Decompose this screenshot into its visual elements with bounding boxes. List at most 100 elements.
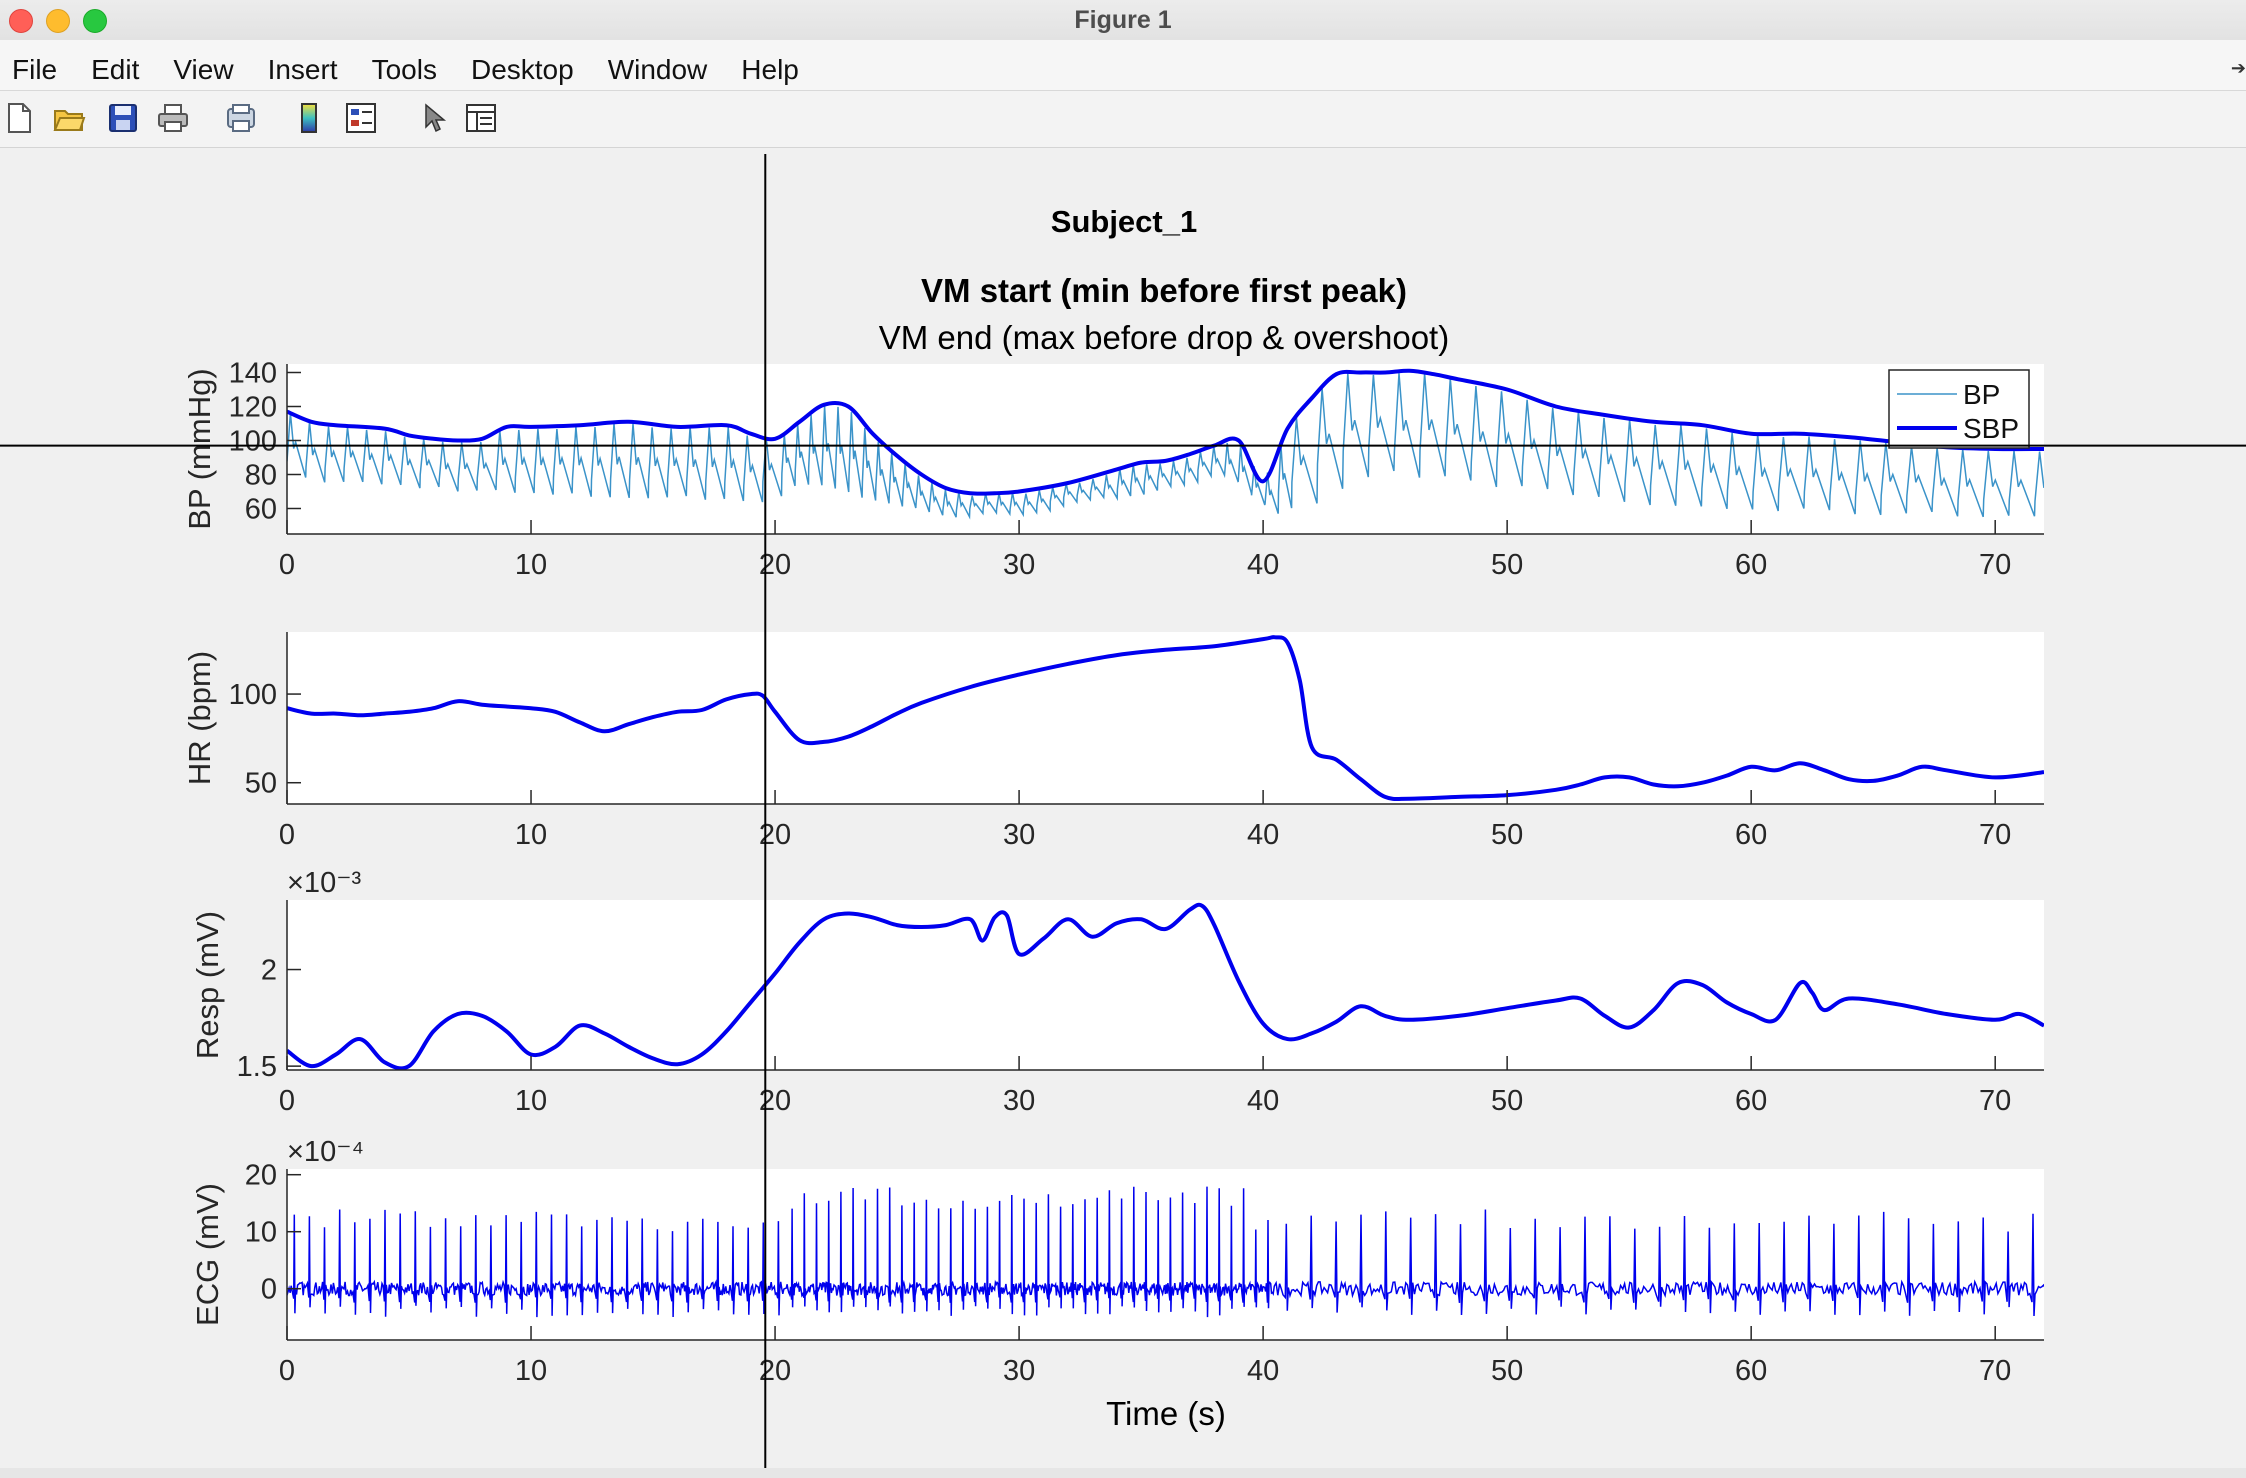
new-figure-icon[interactable] (2, 101, 36, 135)
bp-y-tick-label: 100 (229, 426, 277, 458)
hr-series-group (287, 635, 2044, 802)
ecg-x-tick-label: 70 (1979, 1355, 2011, 1387)
legend-entry: SBP (1963, 413, 2019, 444)
resp-axes: 0 10 20 30 40 50 60 70 1.5 2 Resp (mV) ×10⁻³ (190, 867, 2044, 1117)
sbp-series-line (287, 368, 2044, 496)
ecg-axes: 0 10 20 30 40 50 60 70 0 10 20 ECG (mV) ×10⁻⁴ (190, 1136, 2044, 1387)
hr-x-tick-label: 70 (1979, 819, 2011, 851)
legend-icon[interactable] (344, 101, 378, 135)
bp-x-tick-label: 30 (1003, 549, 1035, 581)
print-icon[interactable] (156, 101, 190, 135)
bp-x-tick-label: 10 (515, 549, 547, 581)
resp-x-tick-label: 0 (279, 1085, 295, 1117)
figure-subtitle-2: VM end (max before drop & overshoot) (879, 319, 1449, 356)
menu-help[interactable]: Help (741, 54, 799, 85)
save-icon[interactable] (106, 101, 140, 135)
minimize-window-button[interactable] (46, 9, 70, 33)
bp-y-tick-label: 140 (229, 358, 277, 390)
bp-x-tick-label: 60 (1735, 549, 1767, 581)
bp-x-tick-label: 20 (759, 549, 791, 581)
maximize-window-button[interactable] (83, 9, 107, 33)
window-titlebar: Figure 1 (0, 0, 2246, 41)
bp-y-tick-label: 120 (229, 392, 277, 424)
bp-series-line (287, 373, 2044, 520)
hr-axes: 0 10 20 30 40 50 60 70 50 100 HR (bpm) (182, 632, 2044, 851)
bp-x-tick-label: 50 (1491, 549, 1523, 581)
bp-y-axis-label: BP (mmHg) (182, 368, 217, 529)
menu-file[interactable]: File (12, 54, 58, 85)
figure-title: Subject_1 (1051, 204, 1197, 239)
menu-window[interactable]: Window (607, 54, 708, 85)
menu-view[interactable]: View (173, 54, 234, 85)
resp-x-tick-label: 30 (1003, 1085, 1035, 1117)
resp-x-tick-label: 70 (1979, 1085, 2011, 1117)
ecg-x-tick-label: 60 (1735, 1355, 1767, 1387)
ecg-plot-area (287, 1169, 2044, 1340)
bp-x-tick-label: 70 (1979, 549, 2011, 581)
ecg-x-tick-label: 30 (1003, 1355, 1035, 1387)
resp-series-group (287, 902, 2044, 1070)
bp-y-tick-label: 60 (245, 494, 277, 526)
ecg-exponent-label: ×10⁻⁴ (287, 1136, 364, 1168)
figure-svg: Subject_1 VM start (min before first pea… (0, 154, 2246, 1468)
window-title: Figure 1 (1074, 6, 1172, 34)
ecg-x-tick-label: 40 (1247, 1355, 1279, 1387)
ecg-x-tick-label: 0 (279, 1355, 295, 1387)
resp-x-tick-label: 40 (1247, 1085, 1279, 1117)
legend-box (1888, 369, 2030, 449)
ecg-y-axis-label: ECG (mV) (190, 1183, 225, 1326)
open-file-icon[interactable] (52, 101, 86, 135)
hr-y-tick-label: 100 (229, 679, 277, 711)
menu-insert[interactable]: Insert (267, 54, 338, 85)
resp-x-tick-label: 60 (1735, 1085, 1767, 1117)
hr-x-tick-label: 20 (759, 819, 791, 851)
resp-plot-area (287, 900, 2044, 1070)
bottom-edge (0, 1468, 2246, 1478)
hr-x-tick-label: 40 (1247, 819, 1279, 851)
ecg-x-tick-label: 20 (759, 1355, 791, 1387)
ecg-y-tick-label: 0 (261, 1274, 277, 1306)
menu-tools[interactable]: Tools (371, 54, 437, 85)
ecg-series-line (287, 1186, 2044, 1318)
x-axis-label: Time (s) (1106, 1395, 1226, 1432)
bp-plot-area (287, 364, 2044, 534)
menu-bar: File Edit View Insert Tools Desktop Window Help… (0, 40, 2246, 91)
pointer-icon[interactable] (416, 101, 450, 135)
hr-x-tick-label: 10 (515, 819, 547, 851)
ecg-series-group (287, 1186, 2044, 1318)
figure-toolbar (0, 91, 2246, 148)
legend-entry: BP (1963, 379, 2000, 410)
resp-x-tick-label: 20 (759, 1085, 791, 1117)
hr-x-tick-label: 0 (279, 819, 295, 851)
close-window-button[interactable] (9, 9, 33, 33)
colorbar-icon[interactable] (292, 101, 326, 135)
bp-x-tick-label: 40 (1247, 549, 1279, 581)
ecg-y-tick-label: 20 (245, 1160, 277, 1192)
hr-plot-area (287, 632, 2044, 804)
hr-y-tick-label: 50 (245, 768, 277, 800)
figure-subtitle-1: VM start (min before first peak) (921, 272, 1407, 309)
print-preview-icon[interactable] (224, 101, 258, 135)
hr-x-tick-label: 30 (1003, 819, 1035, 851)
resp-y-tick-label: 1.5 (237, 1051, 277, 1083)
hr-y-axis-label: HR (bpm) (182, 651, 217, 785)
ecg-x-tick-label: 10 (515, 1355, 547, 1387)
bp-series-group (287, 368, 2044, 520)
hr-x-tick-label: 50 (1491, 819, 1523, 851)
menu-desktop[interactable]: Desktop (470, 54, 574, 85)
ecg-x-tick-label: 50 (1491, 1355, 1523, 1387)
resp-y-tick-label: 2 (261, 955, 277, 987)
resp-exponent-label: ×10⁻³ (287, 867, 361, 899)
bp-x-tick-label: 0 (279, 549, 295, 581)
figure-canvas: Subject_1 VM start (min before first pea… (0, 148, 2246, 1478)
resp-series-line (287, 902, 2044, 1070)
menu-edit[interactable]: Edit (91, 54, 140, 85)
property-inspector-icon[interactable] (464, 101, 498, 135)
resp-x-tick-label: 10 (515, 1085, 547, 1117)
hr-x-tick-label: 60 (1735, 819, 1767, 851)
hr-series-line (287, 635, 2044, 802)
menu-overflow-icon[interactable]: ➔ (2230, 58, 2246, 78)
ecg-y-tick-label: 10 (245, 1217, 277, 1249)
